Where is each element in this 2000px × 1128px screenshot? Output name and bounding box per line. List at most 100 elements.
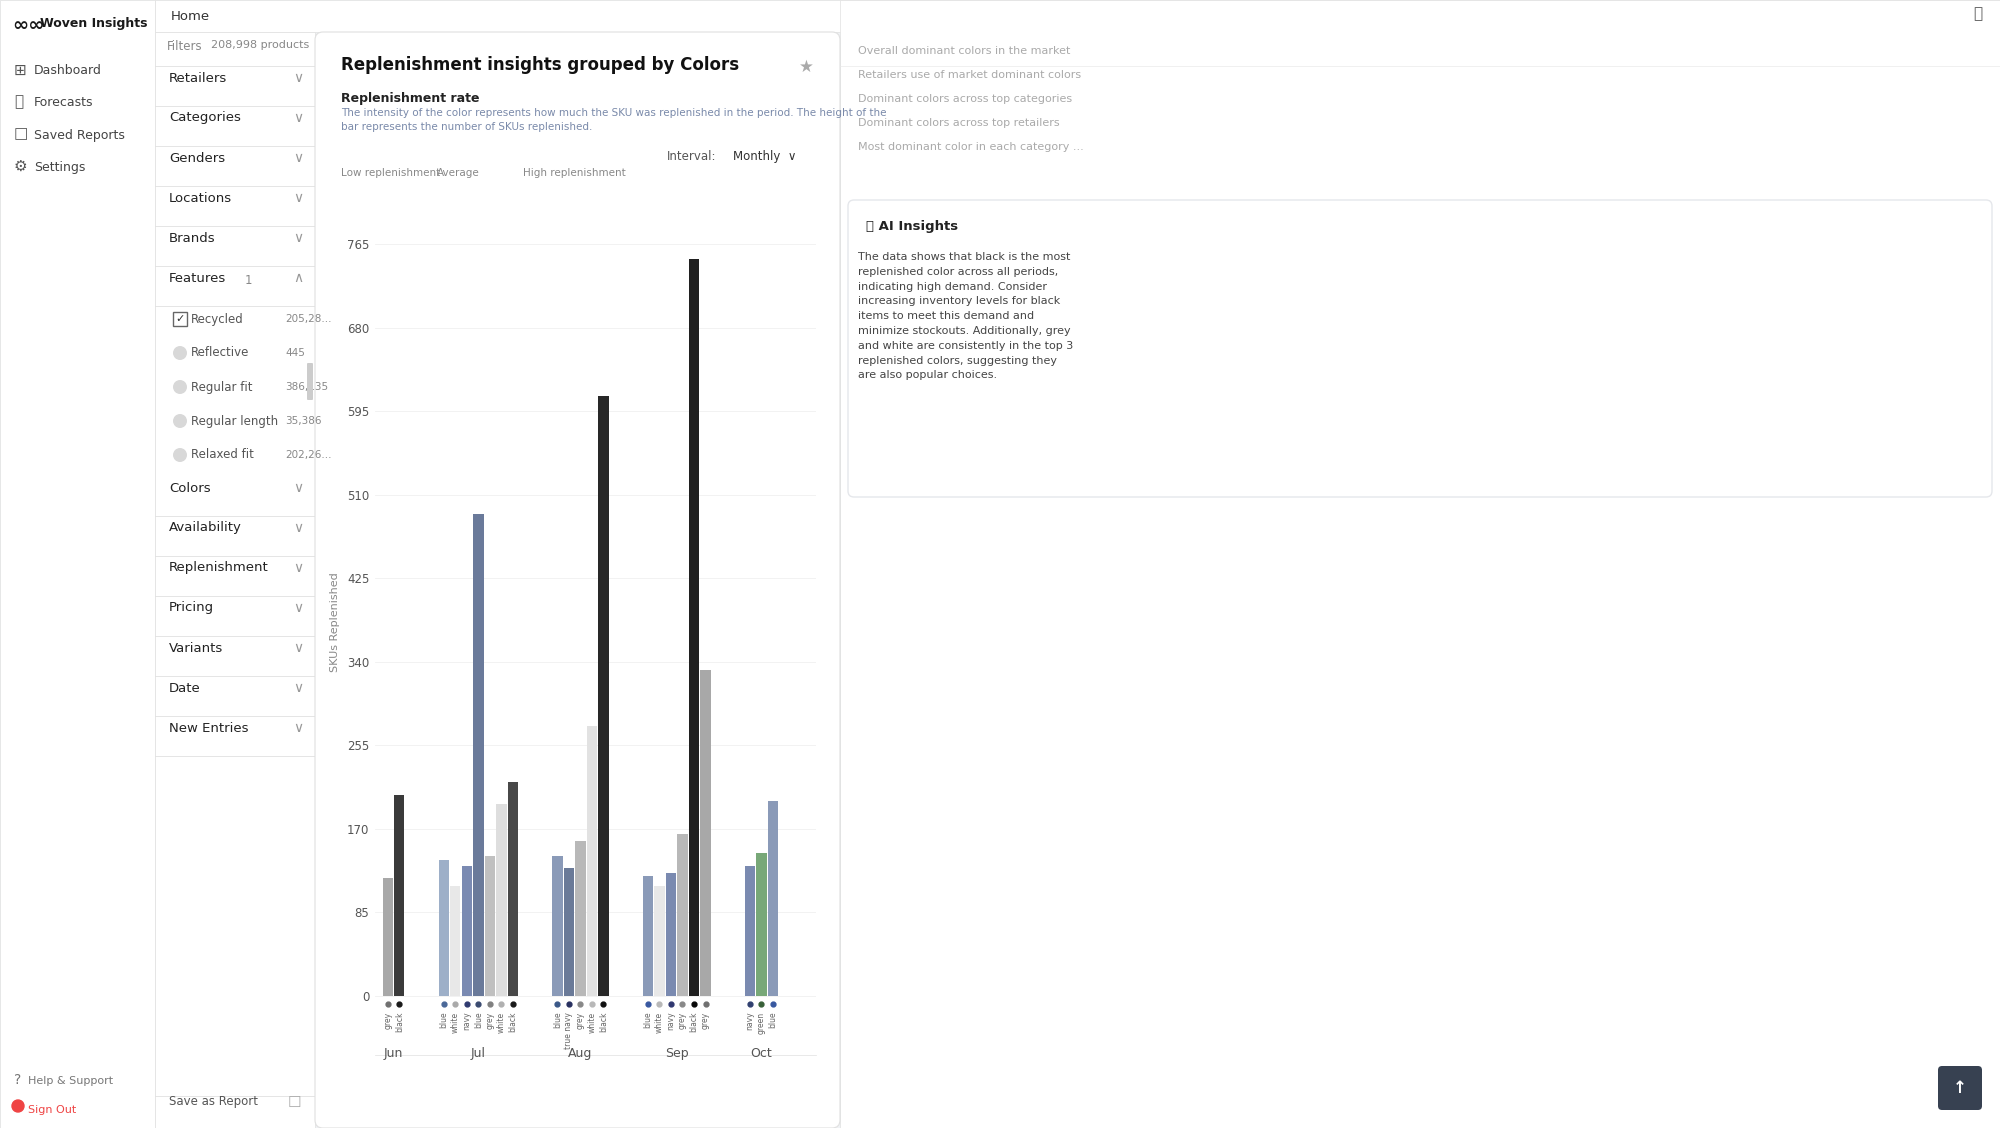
Text: Regular length: Regular length — [192, 414, 278, 428]
Bar — [654, 885, 664, 996]
Bar — [484, 856, 496, 996]
Text: Availability: Availability — [168, 521, 242, 535]
FancyBboxPatch shape — [316, 32, 840, 1128]
Text: grey: grey — [486, 1012, 494, 1029]
Bar — [576, 840, 586, 996]
Text: Interval:: Interval: — [668, 150, 716, 164]
Text: blue: blue — [552, 1012, 562, 1029]
Bar — [174, 312, 188, 326]
Text: grey: grey — [702, 1012, 710, 1029]
Text: white: white — [654, 1012, 664, 1033]
Text: blue: blue — [768, 1012, 778, 1029]
Text: Replenishment rate: Replenishment rate — [340, 92, 480, 105]
Text: Dominant colors across top retailers: Dominant colors across top retailers — [858, 118, 1060, 127]
Bar — [388, 148, 436, 164]
Text: ✓: ✓ — [176, 314, 184, 324]
Bar — [688, 258, 700, 996]
Text: 35,386: 35,386 — [286, 416, 322, 426]
Bar — [508, 782, 518, 996]
Bar — [666, 873, 676, 996]
Text: Monthly  ∨: Monthly ∨ — [732, 150, 796, 164]
Text: Locations: Locations — [168, 192, 232, 204]
Text: Overall dominant colors in the market: Overall dominant colors in the market — [858, 46, 1070, 56]
Text: Dashboard: Dashboard — [34, 64, 102, 78]
Bar — [340, 148, 388, 164]
Bar — [598, 396, 608, 996]
Bar — [700, 670, 710, 996]
Text: 205,28...: 205,28... — [286, 314, 332, 324]
Text: ∞∞: ∞∞ — [12, 16, 44, 35]
Text: ⚙: ⚙ — [14, 159, 28, 174]
Text: grey: grey — [678, 1012, 686, 1029]
Text: ∨: ∨ — [292, 601, 304, 615]
Text: blue: blue — [474, 1012, 482, 1029]
Text: Replenishment insights grouped by Colors: Replenishment insights grouped by Colors — [340, 56, 740, 74]
Text: ✨ AI Insights: ✨ AI Insights — [866, 220, 958, 233]
Text: navy: navy — [462, 1012, 472, 1030]
Text: ∨: ∨ — [292, 71, 304, 85]
Text: Settings: Settings — [34, 160, 86, 174]
Bar — [462, 866, 472, 996]
Text: ↑: ↑ — [1954, 1079, 1966, 1098]
Text: The data shows that black is the most
replenished color across all periods,
indi: The data shows that black is the most re… — [858, 252, 1074, 380]
Text: Retailers: Retailers — [168, 71, 228, 85]
Text: New Entries: New Entries — [168, 722, 248, 734]
Text: Jul: Jul — [470, 1047, 486, 1060]
Text: ∨: ∨ — [292, 231, 304, 245]
Text: Sep: Sep — [664, 1047, 688, 1060]
FancyBboxPatch shape — [308, 363, 312, 400]
Text: High replenishment: High replenishment — [524, 168, 626, 178]
Text: Aug: Aug — [568, 1047, 592, 1060]
Text: 386,135: 386,135 — [286, 382, 328, 393]
Text: ⏳: ⏳ — [14, 95, 24, 109]
Text: ★: ★ — [800, 58, 814, 76]
Bar — [372, 1100, 818, 1108]
Bar — [450, 885, 460, 996]
Text: Colors: Colors — [168, 482, 210, 494]
Text: Regular fit: Regular fit — [192, 380, 252, 394]
Text: Filters: Filters — [168, 39, 202, 53]
Text: Low replenishment: Low replenishment — [340, 168, 440, 178]
Text: ∨: ∨ — [292, 641, 304, 655]
Text: Genders: Genders — [168, 151, 226, 165]
Text: Categories: Categories — [168, 112, 240, 124]
Text: Oct: Oct — [750, 1047, 772, 1060]
Text: Woven Insights: Woven Insights — [40, 17, 148, 30]
Text: 445: 445 — [286, 349, 304, 358]
Text: white: white — [496, 1012, 506, 1033]
Bar — [382, 878, 392, 996]
Text: Pricing: Pricing — [168, 601, 214, 615]
FancyBboxPatch shape — [726, 143, 822, 171]
Bar — [756, 854, 766, 996]
Bar — [840, 0, 2000, 1128]
Bar — [0, 0, 156, 1128]
Bar — [484, 148, 532, 164]
Text: ☐: ☐ — [288, 1094, 300, 1110]
Text: Dominant colors across top categories: Dominant colors across top categories — [858, 94, 1072, 104]
Text: 208,998 products: 208,998 products — [212, 39, 310, 50]
Text: black: black — [508, 1012, 518, 1032]
Text: Help & Support: Help & Support — [28, 1076, 114, 1086]
Circle shape — [12, 1100, 24, 1112]
Text: Features: Features — [168, 272, 226, 284]
Bar — [642, 876, 654, 996]
Bar — [156, 32, 316, 1128]
Bar — [768, 801, 778, 996]
Bar — [438, 861, 448, 996]
Bar — [532, 148, 580, 164]
Text: Date: Date — [168, 681, 200, 695]
Bar — [586, 725, 598, 996]
Text: ⊞: ⊞ — [14, 62, 26, 78]
Text: □: □ — [14, 126, 28, 141]
Text: black: black — [598, 1012, 608, 1032]
Text: true navy: true navy — [564, 1012, 574, 1049]
Text: Brands: Brands — [168, 231, 216, 245]
Text: Save as Report: Save as Report — [168, 1095, 258, 1109]
Circle shape — [174, 414, 188, 428]
Bar — [156, 0, 2000, 32]
Text: Home: Home — [172, 10, 210, 23]
Bar — [394, 794, 404, 996]
Circle shape — [174, 380, 188, 394]
Bar — [474, 514, 484, 996]
Text: Most dominant color in each category ...: Most dominant color in each category ... — [858, 142, 1084, 152]
